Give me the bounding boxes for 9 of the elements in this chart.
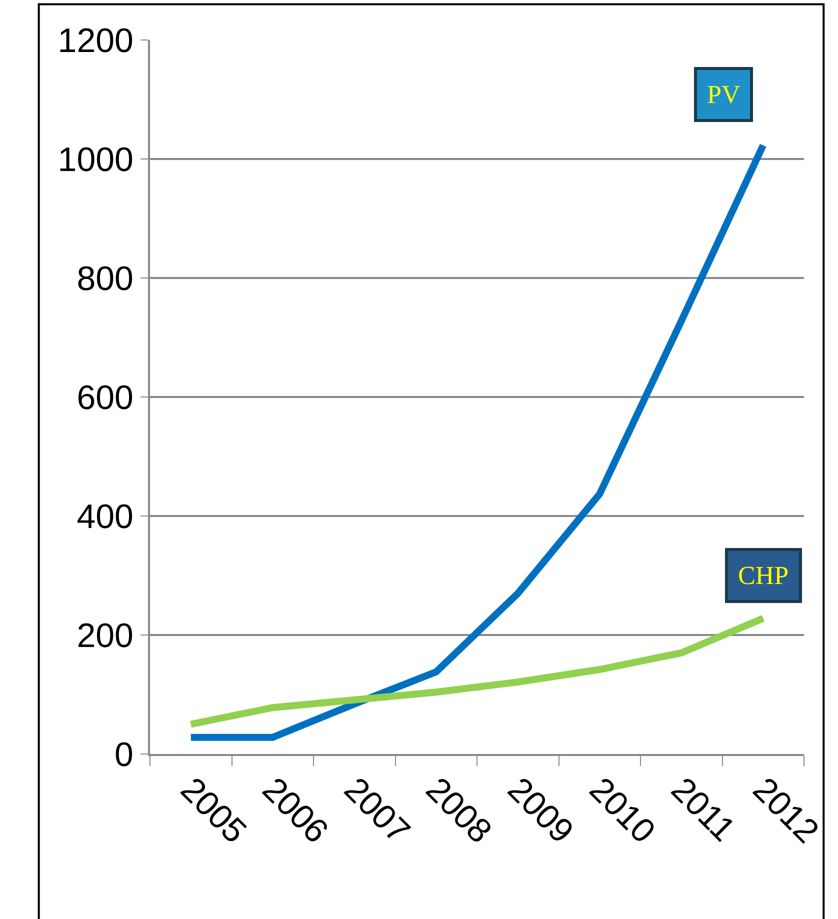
series-label: PV [707,80,740,109]
y-tick-label: 200 [76,616,134,655]
series-label: CHP [738,561,789,590]
y-tick-label: 0 [114,736,134,774]
y-tick-label: 1200 [58,22,134,60]
y-tick-label: 1000 [58,140,134,179]
y-tick-label: 400 [76,498,134,536]
y-tick-label: 600 [76,378,134,417]
y-tick-label: 800 [76,260,134,298]
